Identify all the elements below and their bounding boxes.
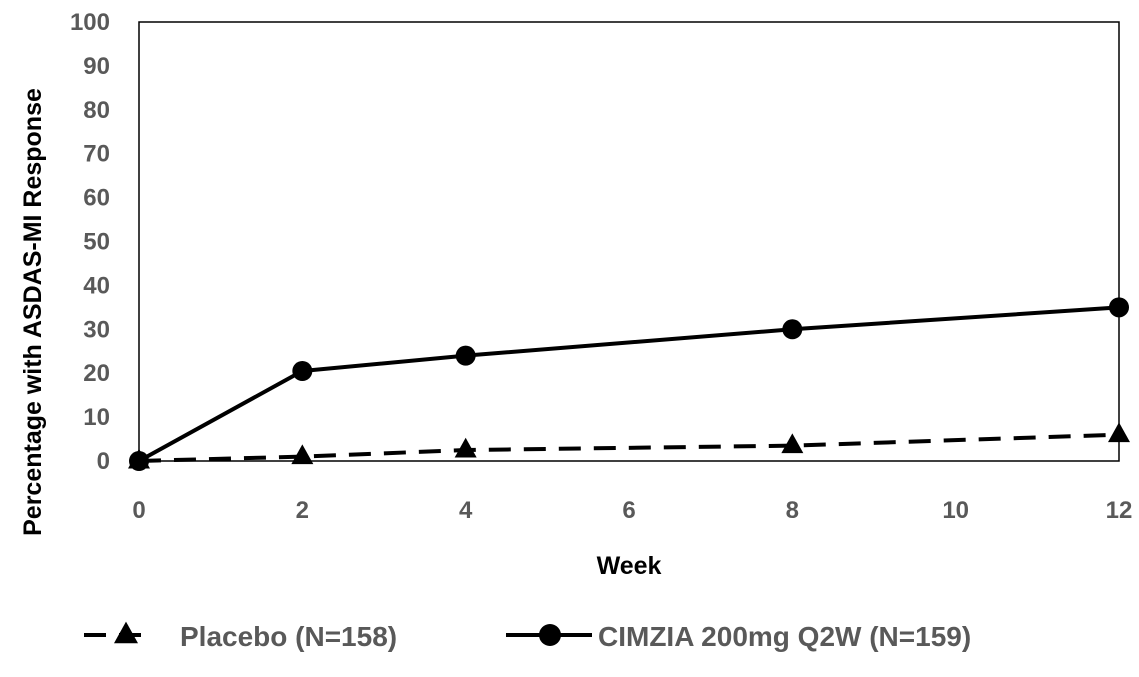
data-point-circle — [782, 319, 803, 340]
x-tick-label: 6 — [622, 497, 635, 524]
data-point-circle — [292, 361, 313, 382]
y-tick-label: 80 — [83, 97, 110, 124]
y-tick-label: 40 — [83, 272, 110, 299]
data-point-triangle — [781, 433, 804, 454]
y-tick-label: 90 — [83, 53, 110, 80]
y-tick-label: 100 — [70, 9, 110, 36]
legend-label: Placebo (N=158) — [180, 621, 397, 652]
x-tick-label: 10 — [942, 497, 969, 524]
y-tick-label: 0 — [97, 448, 110, 475]
x-tick-label: 4 — [459, 497, 473, 524]
data-point-triangle — [291, 444, 314, 465]
x-tick-label: 8 — [786, 497, 799, 524]
y-tick-label: 60 — [83, 185, 110, 212]
x-tick-label: 12 — [1106, 497, 1133, 524]
x-tick-label: 0 — [132, 497, 145, 524]
data-point-circle — [455, 345, 476, 366]
y-tick-label: 50 — [83, 229, 110, 256]
legend-item-cimzia: CIMZIA 200mg Q2W (N=159) — [506, 621, 971, 652]
legend-item-placebo: Placebo (N=158) — [84, 621, 397, 652]
x-axis-title: Week — [597, 552, 662, 580]
y-tick-label: 10 — [83, 404, 110, 431]
legend-triangle-marker — [114, 621, 138, 644]
legend-label: CIMZIA 200mg Q2W (N=159) — [598, 621, 971, 652]
y-axis-title: Percentage with ASDAS-MI Response — [19, 88, 47, 536]
x-tick-label: 2 — [296, 497, 309, 524]
series-layer — [128, 297, 1130, 471]
series-cimzia — [129, 297, 1129, 471]
data-point-triangle — [454, 437, 477, 458]
legend-circle-marker — [539, 624, 561, 646]
y-tick-label: 30 — [83, 316, 110, 343]
y-tick-label: 70 — [83, 141, 110, 168]
legend: Placebo (N=158) CIMZIA 200mg Q2W (N=159) — [84, 621, 971, 652]
x-axis-ticks: 0 2 4 6 8 10 12 — [132, 497, 1132, 524]
data-point-triangle — [1108, 422, 1130, 443]
y-axis-ticks: 0 10 20 30 40 50 60 70 80 90 100 — [70, 9, 110, 475]
y-tick-label: 20 — [83, 360, 110, 387]
data-point-circle — [129, 451, 149, 471]
plot-area — [138, 21, 1120, 462]
data-point-circle — [1109, 297, 1129, 318]
